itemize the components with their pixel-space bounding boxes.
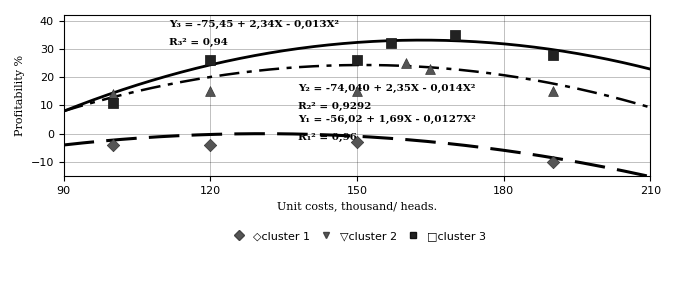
Point — [548, 52, 558, 57]
Point — [205, 58, 216, 63]
Text: R₁² = 0,96: R₁² = 0,96 — [298, 132, 358, 142]
Point — [352, 58, 362, 63]
Point — [352, 140, 362, 145]
Point — [107, 92, 118, 97]
Text: R₂² = 0,9292: R₂² = 0,9292 — [298, 102, 372, 111]
Text: Y₂ = -74,040 + 2,35X - 0,014X²: Y₂ = -74,040 + 2,35X - 0,014X² — [298, 84, 476, 93]
Text: Y₃ = -75,45 + 2,34X - 0,013X²: Y₃ = -75,45 + 2,34X - 0,013X² — [169, 20, 339, 29]
X-axis label: Unit costs, thousand/ heads.: Unit costs, thousand/ heads. — [277, 201, 437, 211]
Text: R₃² = 0,94: R₃² = 0,94 — [169, 38, 228, 47]
Point — [107, 100, 118, 105]
Point — [450, 32, 460, 37]
Legend: ◇cluster 1, ▽cluster 2, □cluster 3: ◇cluster 1, ▽cluster 2, □cluster 3 — [224, 227, 490, 246]
Point — [205, 89, 216, 94]
Point — [548, 89, 558, 94]
Point — [205, 143, 216, 147]
Point — [107, 143, 118, 147]
Y-axis label: Profitability %: Profitability % — [15, 55, 25, 136]
Point — [425, 66, 436, 71]
Point — [401, 61, 412, 65]
Text: Y₁ = -56,02 + 1,69X - 0,0127X²: Y₁ = -56,02 + 1,69X - 0,0127X² — [298, 115, 476, 124]
Point — [548, 159, 558, 164]
Point — [352, 89, 362, 94]
Point — [386, 41, 397, 46]
